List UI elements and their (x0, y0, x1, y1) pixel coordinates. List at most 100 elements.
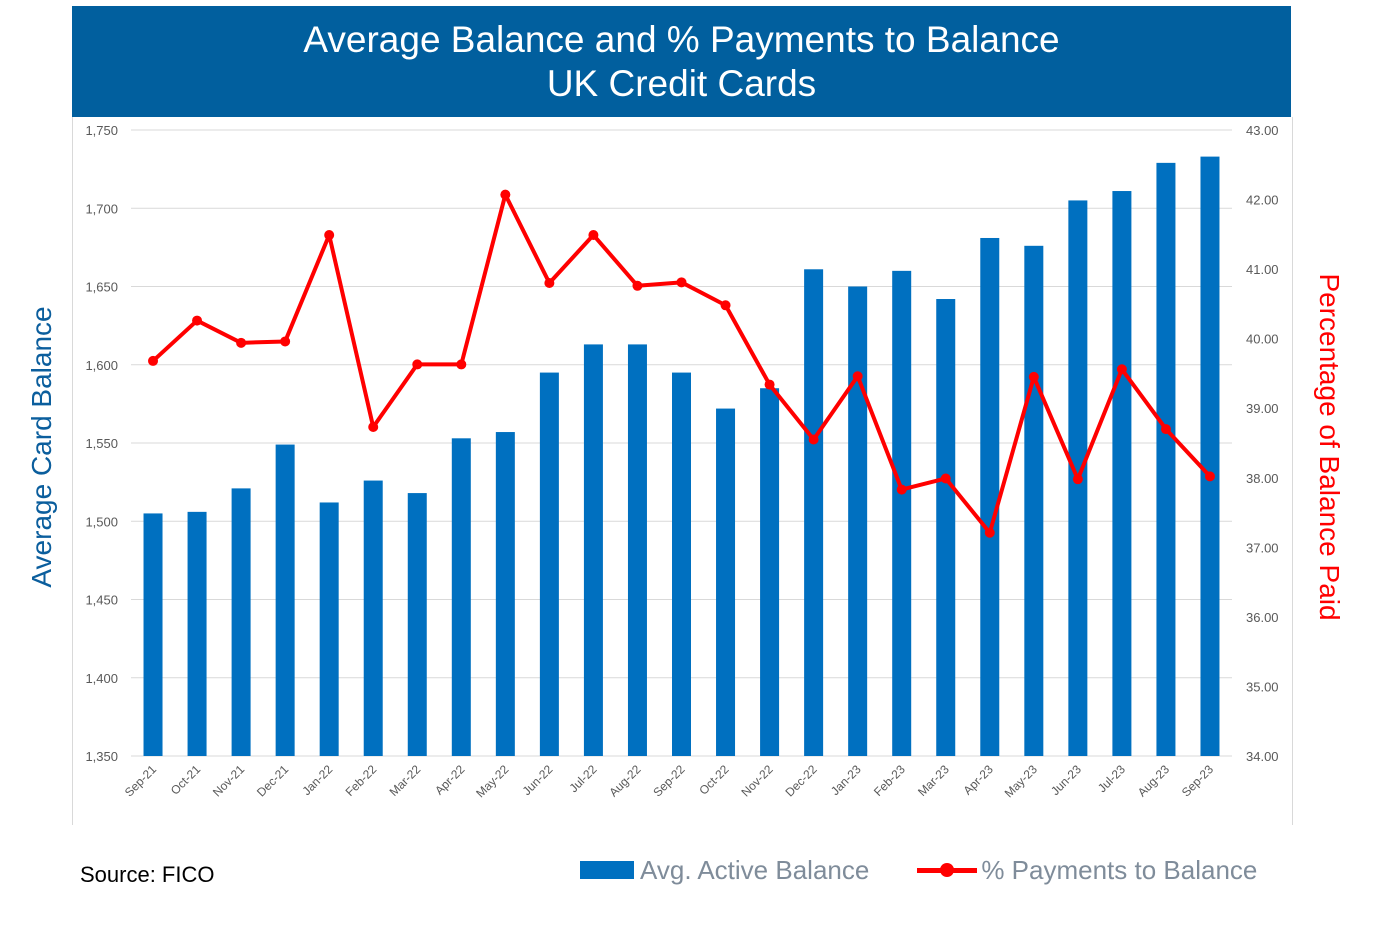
bar (848, 286, 868, 756)
right-axis-tick-labels: 34.00 35.00 36.00 37.00 38.00 39.00 40.00 41.00… (1246, 123, 1279, 764)
line-point (1116, 364, 1127, 375)
line-point (632, 280, 643, 291)
line-point (984, 527, 995, 538)
right-axis-tick-label: 41.00 (1246, 262, 1279, 277)
chart-title-banner: Average Balance and % Payments to Balanc… (72, 6, 1291, 117)
left-axis-tick-label: 1,550 (85, 436, 118, 451)
x-axis-tick-label: Oct-22 (696, 762, 732, 798)
x-axis-tick-label: Jul-22 (567, 762, 600, 795)
bar (495, 432, 515, 756)
line-point (192, 315, 203, 326)
line-point (236, 337, 247, 348)
line-series-payments-to-balance (148, 189, 1215, 538)
x-axis-tick-label: Jun-23 (1048, 762, 1084, 798)
line-point (1204, 471, 1215, 482)
x-axis-tick-label: Mar-22 (387, 762, 424, 799)
x-axis-tick-label: Apr-23 (961, 762, 997, 798)
bar (275, 444, 295, 756)
bar (451, 438, 471, 756)
bar (936, 299, 956, 756)
x-axis-tick-label: Oct-21 (168, 762, 204, 798)
x-axis-tick-label: Jun-22 (520, 762, 556, 798)
bar (1156, 162, 1176, 757)
bar (407, 493, 427, 756)
line-point (896, 484, 907, 495)
line-point (324, 230, 335, 241)
line-point (1028, 371, 1039, 382)
line-point (940, 473, 951, 484)
bar (892, 270, 912, 756)
legend-item-bar: Avg. Active Balance (580, 855, 869, 886)
bar (1112, 191, 1132, 756)
bar (672, 372, 691, 756)
left-axis-tick-label: 1,500 (85, 514, 118, 529)
x-axis-tick-label: Sep-21 (122, 762, 159, 799)
x-axis-tick-label: Jan-22 (299, 762, 335, 798)
x-axis-tick-labels: Sep-21 Oct-21 Nov-21 Dec-21 Jan-22 Feb-22 Mar-… (122, 762, 1216, 800)
chart-title-line-1: Average Balance and % Payments to Balanc… (303, 18, 1060, 60)
bar (187, 511, 207, 756)
left-axis-tick-label: 1,400 (85, 671, 118, 686)
bar (980, 237, 1000, 757)
right-axis-tick-label: 34.00 (1246, 749, 1279, 764)
x-axis-tick-label: Dec-21 (254, 762, 291, 799)
bar (627, 344, 647, 756)
chart-title-line-2: UK Credit Cards (546, 62, 817, 104)
line-point (280, 336, 291, 347)
right-axis-tick-label: 42.00 (1246, 193, 1279, 208)
x-axis-tick-label: Apr-22 (432, 762, 468, 798)
bar (319, 502, 339, 756)
left-axis-tick-label: 1,350 (85, 749, 118, 764)
x-axis-tick-label: Jan-23 (828, 762, 864, 798)
bar (804, 269, 824, 756)
right-axis-tick-label: 39.00 (1246, 401, 1279, 416)
right-axis-tick-label: 37.00 (1246, 540, 1279, 555)
line-point (588, 230, 599, 241)
right-axis-title: Percentage of Balance Paid (1314, 273, 1345, 620)
x-axis-tick-label: May-22 (473, 762, 511, 800)
legend: Avg. Active Balance % Payments to Balanc… (580, 852, 1305, 888)
right-axis-tick-label: 43.00 (1246, 123, 1279, 138)
bar (1024, 245, 1044, 756)
x-axis-tick-label: Aug-22 (606, 762, 643, 799)
line-point (148, 355, 159, 366)
bar (716, 408, 736, 756)
legend-item-line: % Payments to Balance (917, 855, 1257, 886)
bar (760, 388, 780, 756)
x-axis-tick-label: Nov-21 (210, 762, 247, 799)
x-axis-tick-label: Dec-22 (782, 762, 819, 799)
legend-label-bar: Avg. Active Balance (640, 854, 870, 885)
line-point (456, 359, 467, 370)
line-point (808, 434, 819, 445)
combo-chart: 1,350 1,400 1,450 1,500 1,550 1,600 1,650 1,700… (26, 123, 1345, 800)
right-axis-tick-label: 36.00 (1246, 610, 1279, 625)
right-axis-tick-label: 40.00 (1246, 332, 1279, 347)
plot-frame (72, 117, 1293, 825)
legend-label-line: % Payments to Balance (981, 854, 1258, 885)
line-point (1160, 424, 1171, 435)
x-axis-tick-label: Mar-23 (915, 762, 952, 799)
line-point (720, 300, 731, 311)
bar (143, 513, 163, 756)
x-axis-tick-label: Feb-22 (343, 762, 380, 799)
left-axis-tick-label: 1,750 (85, 123, 118, 138)
x-axis-tick-label: Aug-23 (1135, 762, 1172, 799)
left-axis-tick-label: 1,600 (85, 358, 118, 373)
right-axis-tick-label: 38.00 (1246, 471, 1279, 486)
right-axis-tick-label: 35.00 (1246, 679, 1279, 694)
line-point (544, 278, 555, 289)
line-point (368, 422, 379, 433)
legend-swatch-bar (580, 861, 634, 879)
left-axis-title: Average Card Balance (26, 306, 57, 587)
line-point (500, 189, 511, 200)
left-axis-tick-label: 1,700 (85, 201, 118, 216)
bar (539, 372, 559, 756)
x-axis-tick-label: Feb-23 (871, 762, 908, 799)
x-axis-tick-label: Sep-23 (1179, 762, 1216, 799)
line-point (764, 379, 775, 390)
legend-swatch-line (917, 861, 978, 879)
bar-series-avg-active-balance (143, 156, 1220, 757)
x-axis-tick-label: Sep-22 (650, 762, 687, 799)
bar (1200, 156, 1220, 757)
line-point (412, 359, 423, 370)
